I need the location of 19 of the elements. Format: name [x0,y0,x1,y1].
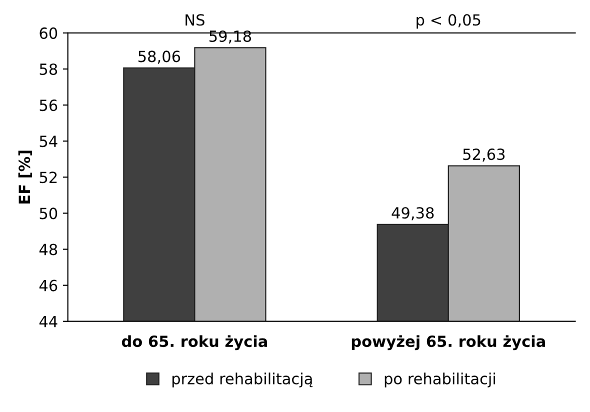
y-tick-label: 56 [40,100,58,112]
y-tick-label: 50 [40,208,58,220]
y-tick-label: 52 [40,172,57,184]
y-tick-label: 44 [39,316,58,328]
data-label: 49,38 [392,207,434,220]
y-tick-label: 60 [40,27,58,39]
y-tick-label: 46 [39,280,58,292]
y-tick-label: 54 [40,136,58,148]
text: p < 0,05 [416,14,480,29]
x-tick-label: powyżej 65. roku życia [352,335,545,350]
text: NS [186,14,204,26]
data-label: 58,06 [138,50,180,64]
legend-label: przed rehabilitacją [172,372,312,388]
y-tick-label: 58 [40,63,58,76]
y-tick-label: 48 [39,244,58,256]
y-axis-title: EF [%] [18,150,32,204]
x-tick-label: do 65. roku życia [122,335,267,350]
data-label: 52,63 [463,148,505,162]
legend-label: po rehabilitacji [384,372,496,388]
